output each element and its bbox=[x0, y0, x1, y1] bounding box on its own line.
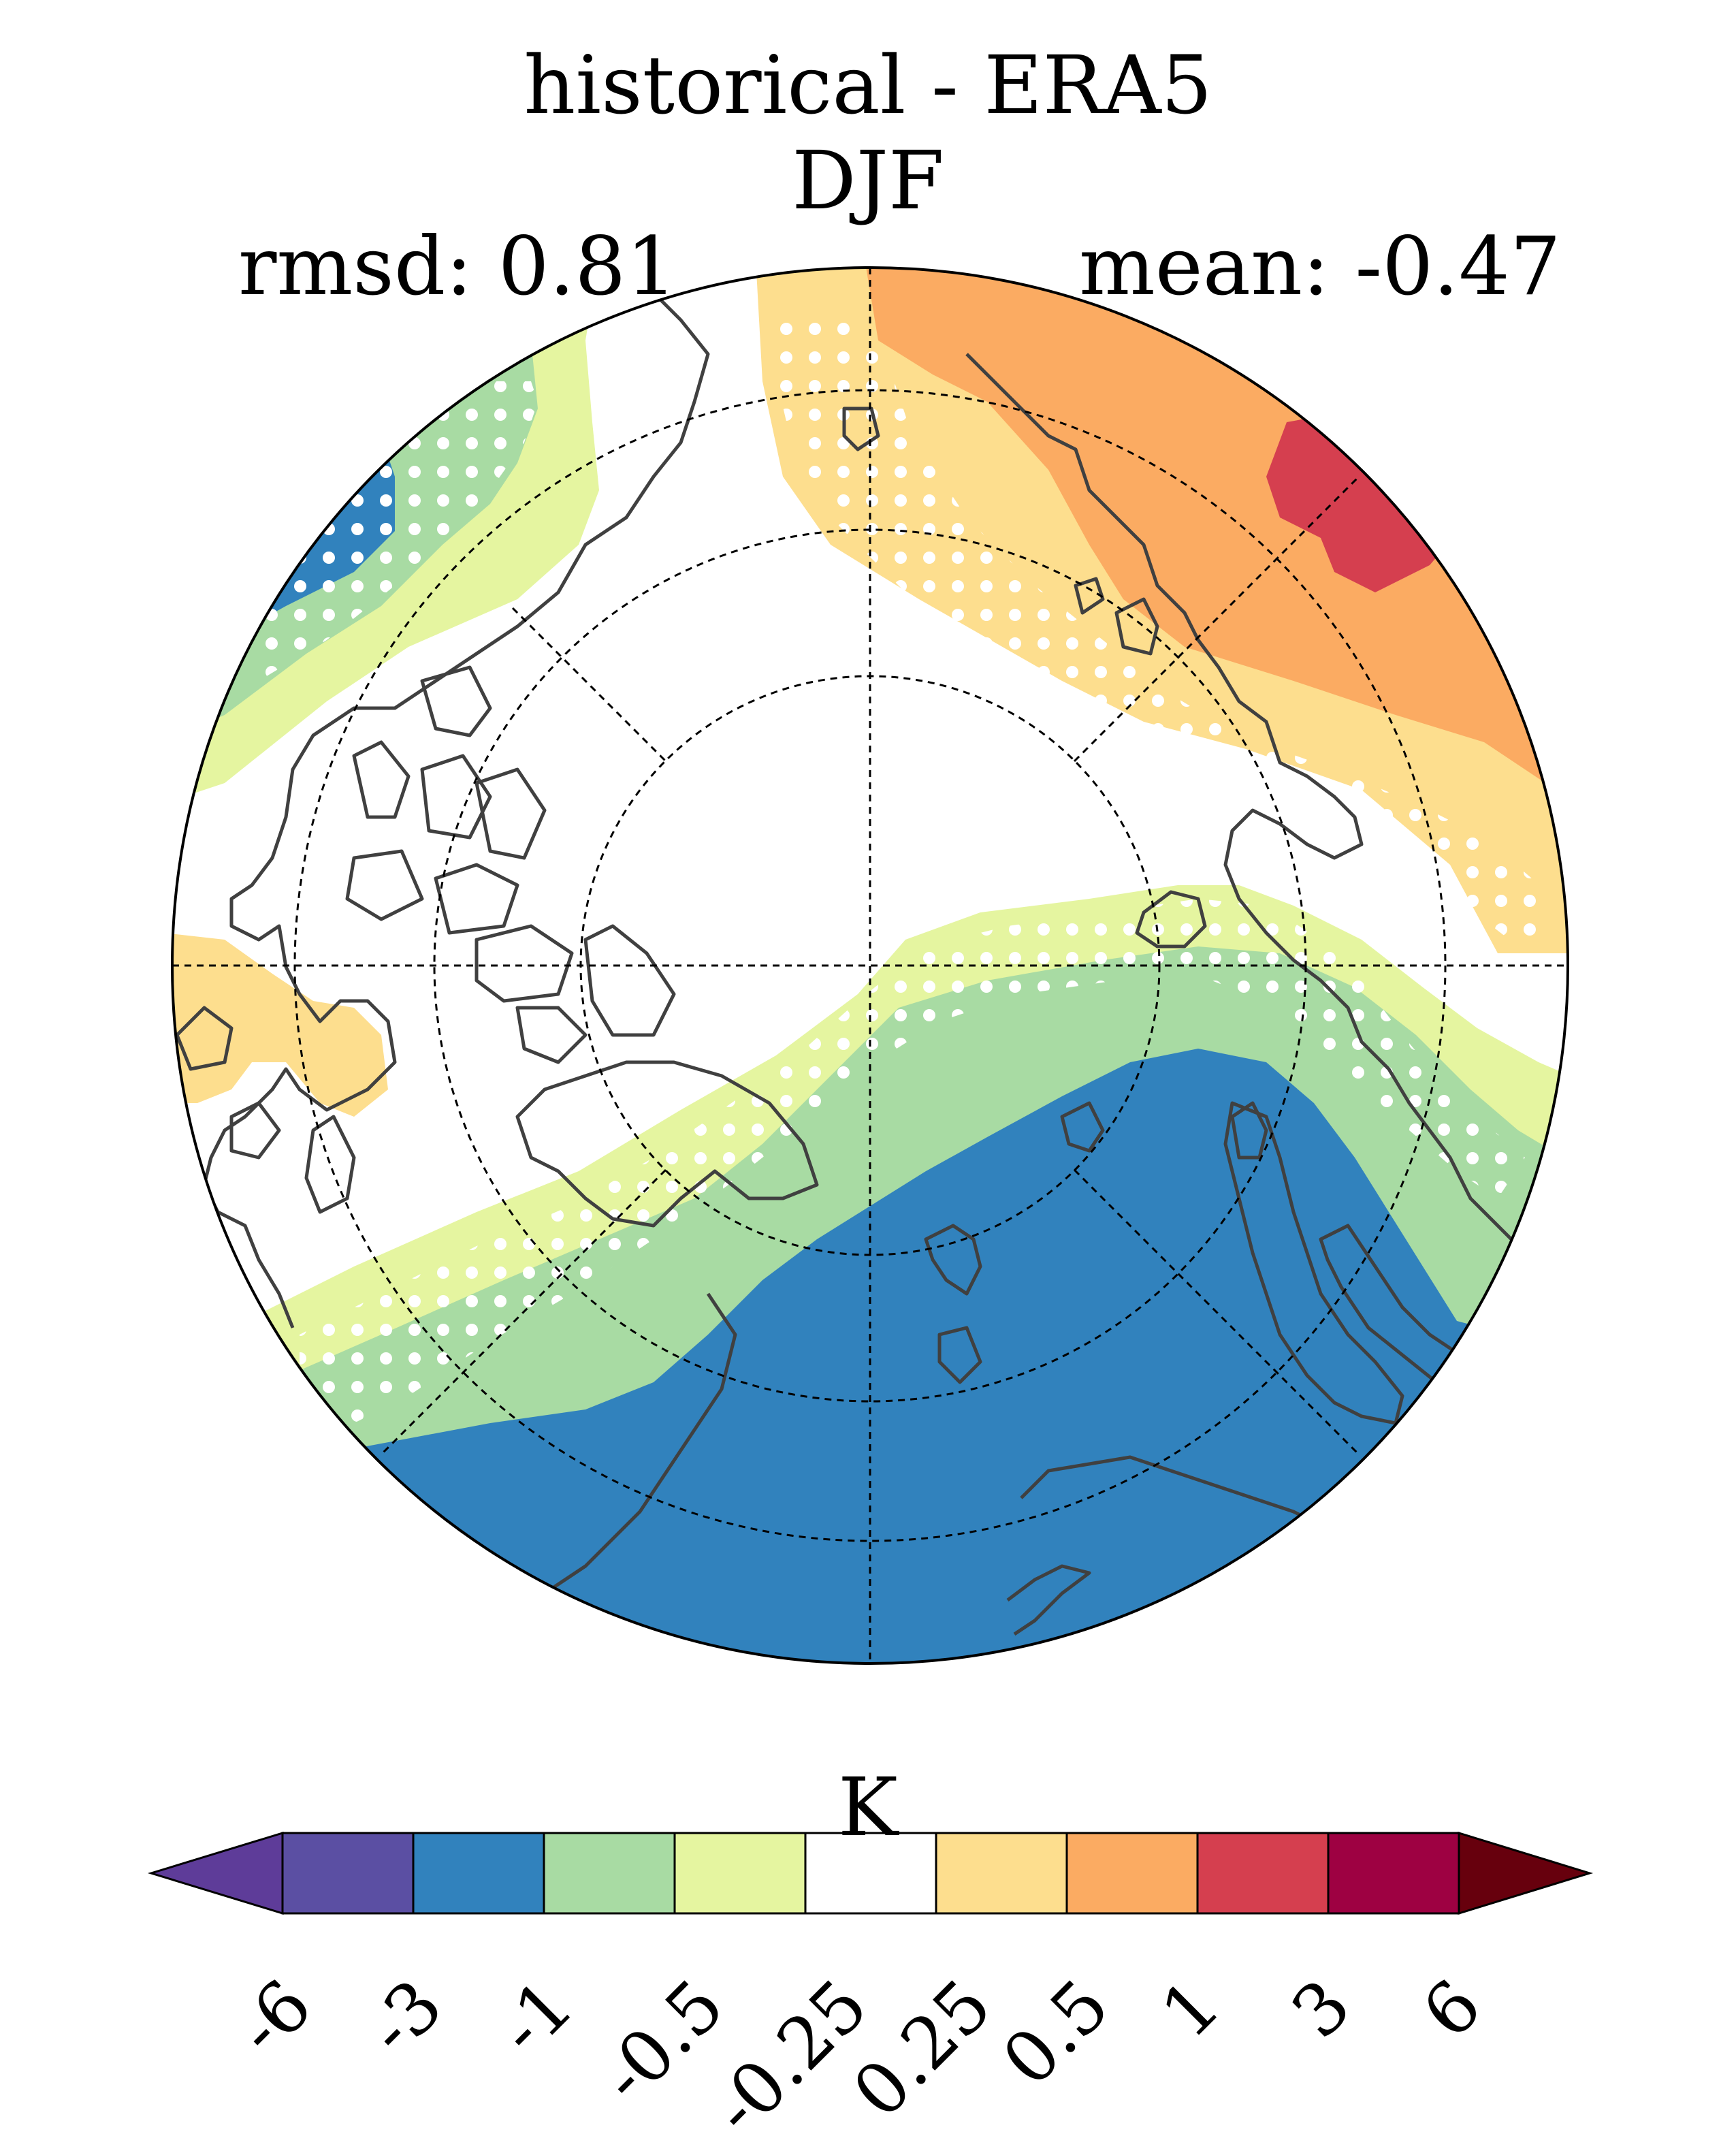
blue-region-lower bbox=[172, 1049, 1568, 1663]
coastlines bbox=[175, 291, 1554, 1663]
stipple-lower-band bbox=[300, 899, 1525, 1430]
map-title: historical - ERA5 bbox=[524, 38, 1212, 132]
meridian-diagonal-c bbox=[1073, 474, 1362, 763]
map-border bbox=[171, 266, 1569, 1665]
colorbar-box bbox=[281, 1832, 415, 1915]
coastline-eurasia bbox=[842, 353, 1554, 1275]
coastline-russia-north bbox=[924, 1101, 1105, 1384]
yellow-region-left bbox=[172, 933, 388, 1117]
colorbar-box bbox=[935, 1832, 1068, 1915]
stipple-upper-right bbox=[762, 313, 1552, 946]
coastline-greenland bbox=[515, 1060, 819, 1228]
rmsd-label: rmsd: 0.81 bbox=[238, 219, 677, 313]
coastline-canadian-archipelago bbox=[345, 665, 676, 1064]
colorbar bbox=[147, 1831, 1594, 1915]
meridian-diagonal-b bbox=[1073, 1168, 1362, 1457]
colorbar-box bbox=[1327, 1832, 1460, 1915]
coastline-alaska-left bbox=[175, 1006, 281, 1160]
graticule bbox=[172, 268, 1568, 1663]
season-label: DJF bbox=[792, 133, 944, 227]
coastline-svalbard-novaya bbox=[1074, 577, 1527, 1446]
colorbar-box bbox=[804, 1832, 937, 1915]
mean-label: mean: -0.47 bbox=[1079, 219, 1561, 313]
stipple-upper-left bbox=[259, 381, 538, 681]
coastline-hudson-bay bbox=[304, 1115, 356, 1214]
colorbar-box bbox=[412, 1832, 545, 1915]
colorbar-unit: K bbox=[837, 1760, 899, 1854]
meridian-diagonal-d bbox=[379, 1168, 667, 1457]
colorbar-extend-high bbox=[1458, 1831, 1594, 1915]
